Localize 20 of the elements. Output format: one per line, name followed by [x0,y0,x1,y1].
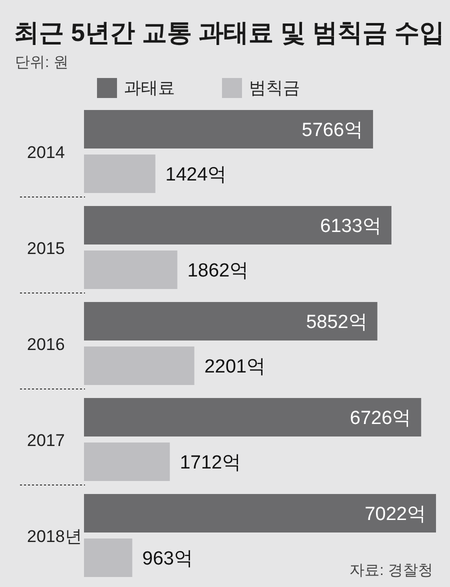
value-label: 963억 [142,548,193,570]
value-label: 1424억 [165,164,227,186]
legend-label: 과태료 [124,78,175,98]
value-label: 1862억 [187,260,249,282]
legend-label: 범칙금 [249,78,300,98]
value-label: 7022억 [364,504,426,525]
value-label: 5766억 [302,120,364,141]
category-label: 2015 [27,239,65,258]
category-label: 2016 [27,335,65,354]
category-label: 2014 [27,143,65,162]
annotation: 자료: 경찰청 [350,562,433,579]
value-label: 2201억 [204,356,266,378]
subtitle: 단위: 원 [15,54,68,71]
value-label: 6726억 [350,408,412,429]
title: 최근 5년간 교통 과태료 및 범칙금 수입 [14,19,445,47]
value-label: 1712억 [180,452,242,474]
category-label: 2017 [27,431,65,450]
category-label: 2018년 [27,527,82,546]
value-label: 5852억 [306,312,368,333]
value-label: 6133억 [320,216,382,237]
